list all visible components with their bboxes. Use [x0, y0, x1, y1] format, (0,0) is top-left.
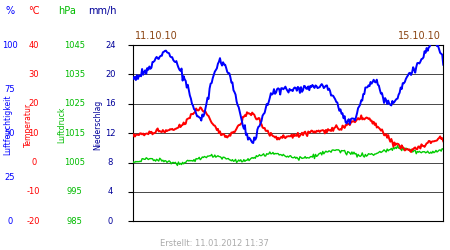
Text: Niederschlag: Niederschlag	[94, 100, 103, 150]
Text: 8: 8	[108, 158, 113, 167]
Text: -10: -10	[27, 188, 40, 196]
Text: 1005: 1005	[64, 158, 85, 167]
Text: Luftdruck: Luftdruck	[58, 107, 67, 143]
Text: 20: 20	[105, 70, 116, 79]
Text: 995: 995	[67, 188, 82, 196]
Text: 24: 24	[105, 40, 116, 50]
Text: 10: 10	[28, 129, 39, 138]
Text: 11.10.10: 11.10.10	[135, 31, 178, 41]
Text: mm/h: mm/h	[88, 6, 117, 16]
Text: Temperatur: Temperatur	[24, 103, 33, 147]
Text: 15.10.10: 15.10.10	[398, 31, 441, 41]
Text: Erstellt: 11.01.2012 11:37: Erstellt: 11.01.2012 11:37	[160, 238, 269, 248]
Text: -20: -20	[27, 217, 40, 226]
Text: 40: 40	[28, 40, 39, 50]
Text: 1045: 1045	[64, 40, 85, 50]
Text: 75: 75	[4, 84, 15, 94]
Text: 0: 0	[108, 217, 113, 226]
Text: 30: 30	[28, 70, 39, 79]
Text: 25: 25	[4, 173, 15, 182]
Text: 1025: 1025	[64, 99, 85, 108]
Text: °C: °C	[28, 6, 40, 16]
Text: hPa: hPa	[58, 6, 76, 16]
Text: 100: 100	[2, 40, 18, 50]
Text: 1015: 1015	[64, 129, 85, 138]
Text: 1035: 1035	[64, 70, 85, 79]
Text: Luftfeuchtigkeit: Luftfeuchtigkeit	[4, 95, 13, 155]
Text: 16: 16	[105, 99, 116, 108]
Text: %: %	[5, 6, 14, 16]
Text: 12: 12	[105, 129, 116, 138]
Text: 0: 0	[31, 158, 36, 167]
Text: 0: 0	[7, 217, 13, 226]
Text: 985: 985	[66, 217, 82, 226]
Text: 50: 50	[4, 129, 15, 138]
Text: 20: 20	[28, 99, 39, 108]
Text: 4: 4	[108, 188, 113, 196]
